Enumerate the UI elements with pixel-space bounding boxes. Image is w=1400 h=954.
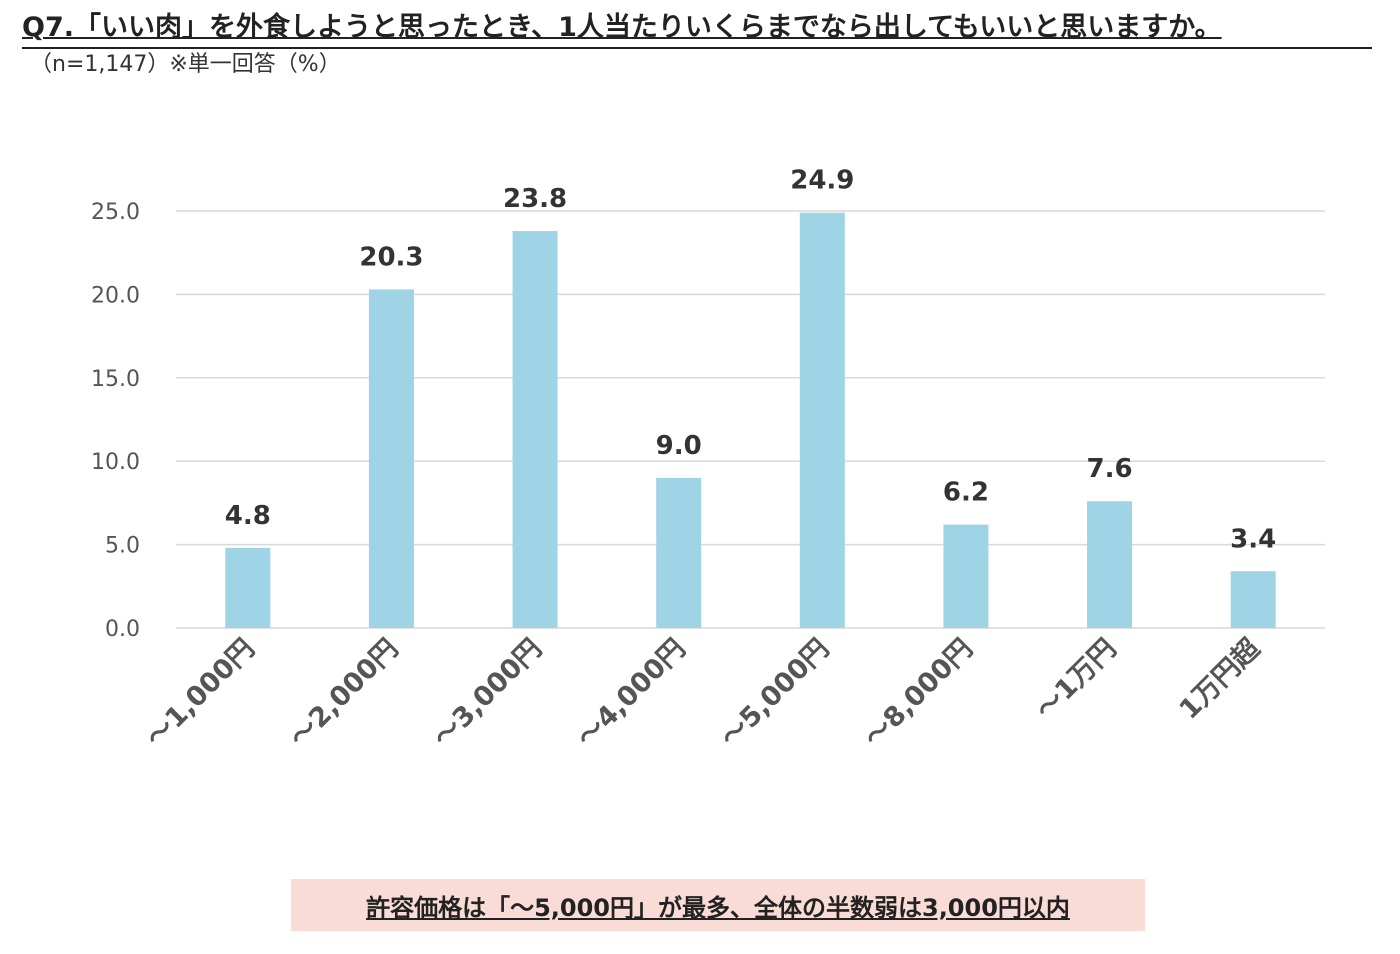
bar bbox=[799, 212, 845, 628]
y-tick-label: 15.0 bbox=[91, 367, 140, 392]
data-label: 6.2 bbox=[943, 478, 989, 508]
x-tick-label: ～8,000円 bbox=[858, 633, 978, 753]
bar bbox=[656, 477, 702, 628]
data-label: 24.9 bbox=[790, 166, 854, 196]
summary-callout-text: 許容価格は「～5,000円」が最多、全体の半数弱は3,000円以内 bbox=[366, 893, 1070, 922]
data-label: 3.4 bbox=[1230, 524, 1276, 554]
x-tick-label: 1万円超 bbox=[1174, 632, 1267, 725]
bar bbox=[943, 524, 989, 628]
data-label: 23.8 bbox=[503, 184, 567, 214]
summary-callout: 許容価格は「～5,000円」が最多、全体の半数弱は3,000円以内 bbox=[291, 879, 1145, 931]
data-label: 9.0 bbox=[656, 431, 702, 461]
y-tick-label: 0.0 bbox=[105, 617, 140, 642]
x-axis-category-labels: ～1,000円 ～2,000円 ～3,000円 ～4,000円 ～5,000円 ～8,00… bbox=[140, 632, 1267, 753]
y-tick-label: 25.0 bbox=[91, 200, 140, 225]
y-tick-label: 10.0 bbox=[91, 450, 140, 475]
bar bbox=[1087, 501, 1133, 628]
bar bbox=[1230, 571, 1276, 628]
data-label: 4.8 bbox=[225, 501, 271, 531]
bar-chart: 0.0 5.0 10.0 15.0 20.0 25.0 4.8 20.3 23.8 9.0 24.… bbox=[91, 166, 1325, 754]
y-axis-tick-labels: 0.0 5.0 10.0 15.0 20.0 25.0 bbox=[91, 200, 140, 642]
x-tick-label: ～5,000円 bbox=[715, 633, 835, 753]
x-tick-label: ～4,000円 bbox=[571, 633, 691, 753]
x-tick-label: ～1万円 bbox=[1030, 633, 1122, 725]
chart-title: Q7.「いい肉」を外食しようと思ったとき、1人当たりいくらまでなら出してもいいと… bbox=[22, 10, 1372, 49]
data-label: 20.3 bbox=[359, 242, 423, 272]
x-tick-label: ～2,000円 bbox=[284, 633, 404, 753]
data-label: 7.6 bbox=[1087, 454, 1133, 484]
data-labels: 4.8 20.3 23.8 9.0 24.9 6.2 7.6 3.4 bbox=[225, 166, 1276, 555]
bar bbox=[225, 547, 271, 628]
y-tick-label: 20.0 bbox=[91, 283, 140, 308]
bar bbox=[368, 289, 414, 628]
y-tick-label: 5.0 bbox=[105, 534, 140, 559]
gridlines bbox=[176, 210, 1325, 629]
x-tick-label: ～1,000円 bbox=[140, 633, 260, 753]
bars bbox=[225, 212, 1276, 629]
chart-subtitle: （n=1,147）※単一回答（%） bbox=[30, 52, 341, 77]
bar bbox=[512, 231, 558, 629]
x-tick-label: ～3,000円 bbox=[428, 633, 548, 753]
